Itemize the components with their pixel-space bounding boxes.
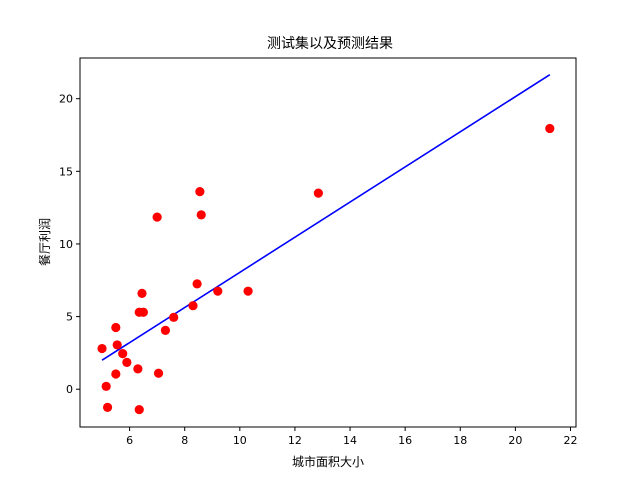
plot-marks (97, 74, 555, 415)
data-point (102, 402, 113, 412)
data-point (243, 286, 253, 296)
data-point (313, 188, 323, 198)
x-tick-label: 18 (453, 434, 467, 447)
data-point (195, 187, 205, 197)
x-axis: 6 8 10 12 14 16 18 20 22 (126, 427, 577, 447)
data-point (213, 286, 223, 296)
data-point (111, 369, 121, 379)
data-point (122, 357, 132, 367)
x-tick-label: 22 (563, 434, 577, 447)
chart-title: 测试集以及预测结果 (267, 35, 393, 52)
x-tick-label: 20 (508, 434, 522, 447)
data-point (545, 123, 555, 134)
data-point (133, 364, 143, 374)
y-tick-label: 0 (66, 383, 73, 396)
y-tick-label: 5 (66, 311, 73, 324)
data-point (118, 349, 128, 359)
data-point (111, 322, 121, 333)
data-point (153, 368, 164, 378)
x-tick-label: 10 (233, 434, 247, 447)
x-tick-label: 14 (343, 434, 357, 447)
data-point (97, 343, 107, 354)
data-point (188, 301, 198, 311)
data-point (112, 340, 122, 350)
plot-area-frame (79, 57, 577, 428)
data-point (134, 404, 144, 415)
y-tick-label: 15 (59, 165, 73, 178)
data-point (138, 307, 148, 317)
y-axis-label: 餐厅利润 (37, 218, 52, 266)
y-axis: 0 5 10 15 20 (59, 93, 80, 396)
x-axis-label: 城市面积大小 (292, 454, 364, 469)
data-point (160, 325, 171, 335)
regression-line (101, 74, 551, 361)
y-tick-label: 10 (59, 238, 73, 251)
data-point (169, 312, 179, 322)
data-point (137, 288, 147, 298)
y-tick-label: 20 (59, 93, 73, 106)
data-point (196, 210, 206, 220)
data-point (192, 279, 202, 289)
x-tick-label: 8 (181, 434, 188, 447)
x-tick-label: 12 (288, 434, 302, 447)
data-point (152, 212, 162, 222)
data-point (101, 381, 111, 391)
x-tick-label: 6 (126, 434, 133, 447)
x-tick-label: 16 (398, 434, 412, 447)
